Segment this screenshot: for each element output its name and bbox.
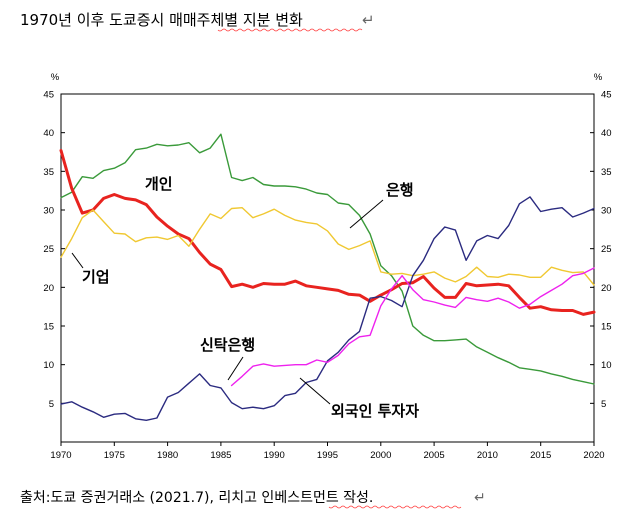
y-tick-label-left: 30 — [43, 206, 54, 217]
x-tick-label: 2020 — [583, 450, 604, 461]
x-tick-label: 1985 — [210, 450, 231, 461]
x-tick-label: 2010 — [477, 450, 498, 461]
x-tick-label: 2015 — [530, 450, 551, 461]
series-annotation-label: 개인 — [145, 175, 173, 193]
y-tick-label-left: 10 — [43, 360, 54, 371]
y-tick-label-right: 30 — [601, 206, 612, 217]
source-note: 출처:도쿄 증권거래소 (2021.7), 리치고 인베스트먼트 작성. — [20, 490, 373, 506]
x-tick-label: 1995 — [317, 450, 338, 461]
annotation-leader-line — [299, 377, 331, 405]
series-line-4 — [60, 196, 595, 421]
annotation-leader-line — [349, 199, 384, 229]
series-line-2 — [59, 149, 596, 316]
y-tick-label-right: 5 — [601, 399, 606, 410]
spellcheck-underline — [328, 505, 462, 509]
y-tick-label-right: 40 — [601, 128, 612, 139]
x-tick-label: 1970 — [50, 450, 71, 461]
y-tick-label-right: 10 — [601, 360, 612, 371]
annotation-leader-line — [227, 356, 244, 381]
x-tick-label: 1990 — [264, 450, 285, 461]
y-tick-label-right: 45 — [601, 90, 612, 101]
x-tick-label: 2005 — [424, 450, 445, 461]
spellcheck-underline — [217, 28, 363, 32]
series-annotation-label: 외국인 투자자 — [331, 402, 419, 420]
x-tick-label: 1980 — [157, 450, 178, 461]
series-annotation-label: 기업 — [82, 268, 110, 286]
title-paragraph-mark: ↵ — [362, 11, 375, 29]
y-tick-label-right: 25 — [601, 244, 612, 255]
y-tick-label-left: 15 — [43, 322, 54, 333]
y-unit-left: % — [51, 72, 60, 83]
series-line-5 — [230, 267, 595, 387]
y-tick-label-left: 25 — [43, 244, 54, 255]
series-line-1 — [60, 133, 595, 385]
y-tick-label-left: 35 — [43, 167, 54, 178]
x-tick-label: 1975 — [104, 450, 125, 461]
series-line-3 — [60, 206, 595, 286]
series-annotation-label: 신탁은행 — [200, 336, 255, 354]
x-tick-label: 2000 — [370, 450, 391, 461]
source-paragraph-mark: ↵ — [474, 490, 486, 506]
series-annotation-label: 은행 — [386, 181, 414, 199]
y-unit-right: % — [594, 72, 603, 83]
y-tick-label-right: 20 — [601, 283, 612, 294]
y-tick-label-right: 35 — [601, 167, 612, 178]
annotation-leader-line — [71, 252, 84, 269]
y-tick-label-left: 40 — [43, 128, 54, 139]
y-tick-label-left: 5 — [49, 399, 54, 410]
plot-frame — [60, 93, 595, 443]
y-tick-label-left: 20 — [43, 283, 54, 294]
y-tick-label-left: 45 — [43, 90, 54, 101]
chart-title: 1970년 이후 도쿄증시 매매주체별 지분 변화 — [20, 11, 303, 29]
y-tick-label-right: 15 — [601, 322, 612, 333]
